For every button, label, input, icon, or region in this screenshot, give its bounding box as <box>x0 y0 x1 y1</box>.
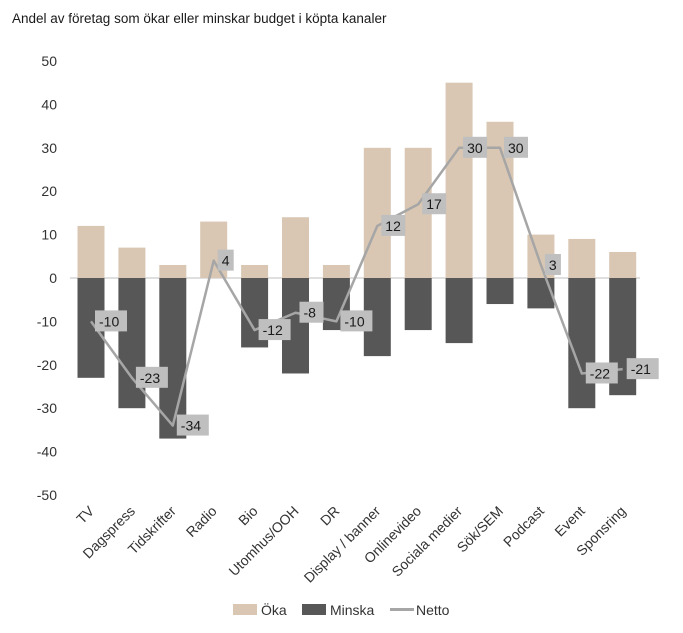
net-label-box <box>504 136 528 158</box>
bar-oka <box>241 264 269 278</box>
x-tick-label: Sociala medier <box>388 503 465 580</box>
legend-swatch-oka <box>233 604 257 615</box>
bars-layer <box>77 82 637 439</box>
net-label-box <box>626 358 659 380</box>
net-label-text: -10 <box>344 313 364 329</box>
y-tick-label: 0 <box>49 270 57 286</box>
bar-oka <box>159 264 187 278</box>
net-label-box <box>135 366 168 388</box>
net-label-box <box>422 193 447 215</box>
net-label-text: 12 <box>385 218 401 234</box>
y-tick-label: -30 <box>37 400 57 416</box>
net-data-label: -10 <box>95 310 127 332</box>
net-label-text: 3 <box>549 257 557 273</box>
net-label-box <box>95 310 127 332</box>
bar-oka <box>77 225 105 278</box>
net-label-box <box>544 253 561 275</box>
net-label-text: 30 <box>467 140 483 156</box>
bar-oka <box>322 264 350 278</box>
net-label-text: -34 <box>181 418 201 434</box>
net-data-label: 3 <box>544 253 561 275</box>
net-label-text: -23 <box>140 370 160 386</box>
net-label-box <box>381 214 406 236</box>
net-label-text: -10 <box>99 313 119 329</box>
net-data-label: -8 <box>299 301 324 323</box>
net-label-text: -21 <box>631 361 651 377</box>
y-tick-label: -50 <box>37 487 57 503</box>
net-data-label: 17 <box>422 193 447 215</box>
net-data-label: 30 <box>504 136 528 158</box>
y-tick-label: 50 <box>41 53 57 69</box>
chart-title: Andel av företag som ökar eller minskar … <box>12 11 387 26</box>
bar-minska <box>404 278 432 331</box>
net-data-label: -21 <box>626 358 659 380</box>
net-data-label: -22 <box>585 362 618 384</box>
net-label-text: -8 <box>304 305 317 321</box>
bar-minska <box>527 278 555 309</box>
net-label-box <box>258 319 291 341</box>
net-data-label: -12 <box>258 319 291 341</box>
bar-oka <box>282 217 309 278</box>
x-tick-label: TV <box>73 502 97 526</box>
bar-oka <box>445 82 473 278</box>
y-tick-label: 20 <box>41 183 57 199</box>
net-data-label: 12 <box>381 214 406 236</box>
x-tick-label: Podcast <box>500 503 547 550</box>
net-label-box <box>217 249 234 271</box>
bar-oka <box>118 247 146 278</box>
net-label-text: 4 <box>222 253 230 269</box>
net-label-text: -12 <box>263 322 283 338</box>
bar-minska <box>159 278 187 439</box>
y-tick-label: 30 <box>41 140 57 156</box>
net-label-box <box>585 362 618 384</box>
net-label-box <box>299 301 324 323</box>
net-data-label: -34 <box>176 414 209 436</box>
legend: Öka Minska Netto <box>233 601 450 618</box>
legend-swatch-minska <box>302 604 326 615</box>
y-tick-label: 10 <box>41 227 57 243</box>
y-tick-label: -40 <box>37 444 57 460</box>
net-data-label: -10 <box>340 310 373 332</box>
legend-label-netto: Netto <box>416 602 450 618</box>
y-tick-label: -10 <box>37 313 57 329</box>
net-label-box <box>176 414 209 436</box>
netto-line <box>89 146 623 427</box>
net-data-label: -23 <box>135 366 168 388</box>
bar-minska <box>568 278 596 409</box>
net-label-text: 17 <box>426 196 442 212</box>
bar-minska <box>445 278 473 344</box>
net-label-box <box>463 136 488 158</box>
x-tick-label: Event <box>551 503 588 540</box>
net-data-label: 4 <box>217 249 234 271</box>
bar-oka <box>568 238 596 278</box>
x-tick-label: DR <box>317 503 343 529</box>
bar-minska <box>486 278 514 305</box>
net-label-text: 30 <box>508 140 524 156</box>
y-tick-label: -20 <box>37 357 57 373</box>
legend-label-oka: Öka <box>261 601 287 618</box>
net-label-box <box>340 310 373 332</box>
x-tick-label: Radio <box>183 503 220 540</box>
net-data-label: 30 <box>463 136 488 158</box>
x-tick-label: Bio <box>235 503 261 529</box>
netto-line-layer <box>89 146 623 427</box>
legend-label-minska: Minska <box>330 602 375 618</box>
y-tick-label: 40 <box>41 96 57 112</box>
bar-oka <box>363 147 391 278</box>
bar-oka <box>609 251 637 278</box>
net-labels-layer: -10 -23 -34 4 -12 -8 -10 12 17 30 30 3 -22 -21 <box>95 136 659 436</box>
y-axis-ticks: 50 40 30 20 10 0 -10 -20 -30 -40 -50 <box>37 53 57 503</box>
net-label-text: -22 <box>590 365 610 381</box>
